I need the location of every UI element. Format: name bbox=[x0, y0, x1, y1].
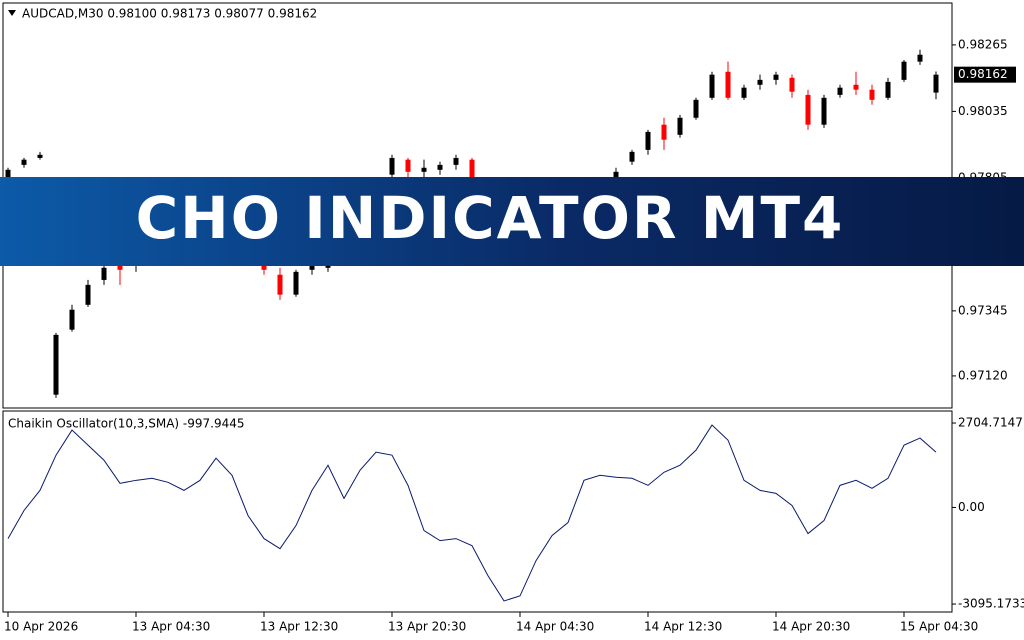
candle-body bbox=[853, 84, 859, 90]
candle-body bbox=[5, 169, 11, 178]
x-tick-label: 13 Apr 04:30 bbox=[132, 620, 210, 634]
candle-body bbox=[469, 159, 475, 180]
oscillator-panel bbox=[2, 410, 953, 613]
candle-body bbox=[885, 81, 891, 98]
candle-body bbox=[453, 157, 459, 165]
chart-title: AUDCAD,M30 0.98100 0.98173 0.98077 0.981… bbox=[22, 7, 317, 21]
candle-body bbox=[805, 94, 811, 125]
oscillator-line bbox=[7, 424, 937, 602]
banner bbox=[0, 177, 1024, 266]
x-tick-label: 13 Apr 20:30 bbox=[388, 620, 466, 634]
x-tick-label: 14 Apr 20:30 bbox=[772, 620, 850, 634]
collapse-icon bbox=[8, 10, 16, 16]
candle-body bbox=[917, 54, 923, 62]
candle-body bbox=[405, 159, 411, 172]
candle-body bbox=[821, 97, 827, 125]
candle-body bbox=[661, 124, 667, 140]
candle-body bbox=[837, 87, 843, 95]
candle-body bbox=[37, 154, 43, 158]
candle-body bbox=[677, 117, 683, 135]
candle-body bbox=[725, 71, 731, 98]
x-tick-label: 14 Apr 04:30 bbox=[516, 620, 594, 634]
candle-body bbox=[85, 284, 91, 305]
candle-body bbox=[21, 159, 27, 165]
x-tick-label: 10 Apr 2026 bbox=[4, 620, 78, 634]
current-price-label: 0.98162 bbox=[958, 67, 1008, 81]
candle-body bbox=[709, 74, 715, 98]
y-tick-label: 2704.7147 bbox=[958, 416, 1023, 430]
candle-body bbox=[933, 74, 939, 93]
candle-body bbox=[293, 271, 299, 295]
candle-body bbox=[901, 61, 907, 80]
y-tick-label: 0.98035 bbox=[958, 104, 1008, 118]
candle-body bbox=[629, 151, 635, 162]
candle-body bbox=[277, 274, 283, 295]
candle-body bbox=[437, 164, 443, 170]
candle-body bbox=[693, 99, 699, 118]
x-tick-label: 14 Apr 12:30 bbox=[644, 620, 722, 634]
indicator-title: Chaikin Oscillator(10,3,SMA) -997.9445 bbox=[8, 417, 244, 431]
candle-body bbox=[645, 131, 651, 150]
y-tick-label: -3095.1733 bbox=[958, 597, 1024, 611]
candle-body bbox=[101, 267, 107, 280]
y-tick-label: 0.97120 bbox=[958, 368, 1008, 382]
y-tick-label: 0.00 bbox=[958, 500, 985, 514]
y-tick-label: 0.98265 bbox=[958, 37, 1008, 51]
candle-body bbox=[69, 309, 75, 330]
candle-body bbox=[869, 89, 875, 100]
x-tick-label: 15 Apr 04:30 bbox=[900, 620, 978, 634]
candle-body bbox=[389, 157, 395, 175]
candle-body bbox=[741, 87, 747, 98]
candle-body bbox=[757, 79, 763, 85]
candle-body bbox=[309, 264, 315, 270]
candle-body bbox=[421, 167, 427, 172]
x-tick-label: 13 Apr 12:30 bbox=[260, 620, 338, 634]
y-tick-label: 0.97345 bbox=[958, 303, 1008, 317]
banner-title: CHO INDICATOR MT4 bbox=[136, 184, 845, 252]
candle-body bbox=[53, 334, 59, 395]
current-price-box bbox=[954, 66, 1016, 83]
candle-body bbox=[789, 77, 795, 92]
candle-body bbox=[773, 74, 779, 80]
